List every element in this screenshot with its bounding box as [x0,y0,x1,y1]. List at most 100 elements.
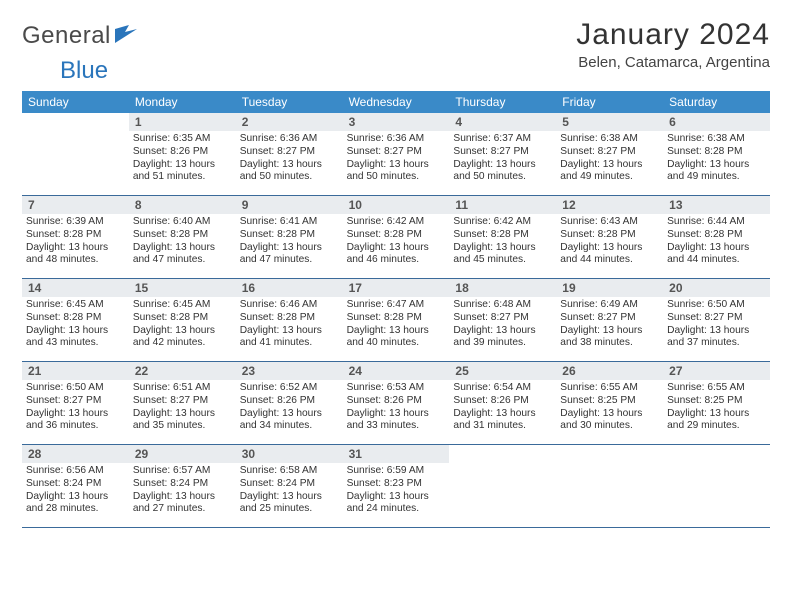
day-number: 14 [22,279,129,297]
daylight2-line: and 49 minutes. [560,171,659,184]
daylight1-line: Daylight: 13 hours [26,325,125,338]
day-body: Sunrise: 6:37 AMSunset: 8:27 PMDaylight:… [449,131,556,188]
sunset-line: Sunset: 8:23 PM [347,478,446,491]
week-row: 28Sunrise: 6:56 AMSunset: 8:24 PMDayligh… [22,445,770,528]
sunrise-line: Sunrise: 6:46 AM [240,299,339,312]
day-number: 7 [22,196,129,214]
sunset-line: Sunset: 8:24 PM [26,478,125,491]
sunrise-line: Sunrise: 6:55 AM [667,382,766,395]
sunrise-line: Sunrise: 6:45 AM [133,299,232,312]
day-cell: 24Sunrise: 6:53 AMSunset: 8:26 PMDayligh… [343,362,450,444]
daylight2-line: and 40 minutes. [347,337,446,350]
sunrise-line: Sunrise: 6:57 AM [133,465,232,478]
sunset-line: Sunset: 8:28 PM [347,229,446,242]
daylight2-line: and 41 minutes. [240,337,339,350]
day-body: Sunrise: 6:51 AMSunset: 8:27 PMDaylight:… [129,380,236,437]
daylight2-line: and 45 minutes. [453,254,552,267]
day-body: Sunrise: 6:56 AMSunset: 8:24 PMDaylight:… [22,463,129,520]
day-body: Sunrise: 6:46 AMSunset: 8:28 PMDaylight:… [236,297,343,354]
sunrise-line: Sunrise: 6:42 AM [453,216,552,229]
day-cell: 18Sunrise: 6:48 AMSunset: 8:27 PMDayligh… [449,279,556,361]
sunset-line: Sunset: 8:26 PM [240,395,339,408]
day-body: Sunrise: 6:45 AMSunset: 8:28 PMDaylight:… [129,297,236,354]
sunset-line: Sunset: 8:25 PM [560,395,659,408]
sunset-line: Sunset: 8:25 PM [667,395,766,408]
day-body: Sunrise: 6:38 AMSunset: 8:28 PMDaylight:… [663,131,770,188]
week-row: 21Sunrise: 6:50 AMSunset: 8:27 PMDayligh… [22,362,770,445]
day-number: 16 [236,279,343,297]
day-body: Sunrise: 6:44 AMSunset: 8:28 PMDaylight:… [663,214,770,271]
daylight1-line: Daylight: 13 hours [240,325,339,338]
daylight2-line: and 35 minutes. [133,420,232,433]
daylight1-line: Daylight: 13 hours [26,491,125,504]
day-cell: 6Sunrise: 6:38 AMSunset: 8:28 PMDaylight… [663,113,770,195]
day-cell: 2Sunrise: 6:36 AMSunset: 8:27 PMDaylight… [236,113,343,195]
daylight1-line: Daylight: 13 hours [240,159,339,172]
day-number: 27 [663,362,770,380]
day-body: Sunrise: 6:59 AMSunset: 8:23 PMDaylight:… [343,463,450,520]
day-number: 8 [129,196,236,214]
day-cell: 29Sunrise: 6:57 AMSunset: 8:24 PMDayligh… [129,445,236,527]
daylight2-line: and 29 minutes. [667,420,766,433]
day-body: Sunrise: 6:36 AMSunset: 8:27 PMDaylight:… [236,131,343,188]
day-body: Sunrise: 6:48 AMSunset: 8:27 PMDaylight:… [449,297,556,354]
daylight2-line: and 30 minutes. [560,420,659,433]
sunset-line: Sunset: 8:27 PM [453,312,552,325]
weeks-container: 1Sunrise: 6:35 AMSunset: 8:26 PMDaylight… [22,113,770,528]
day-body: Sunrise: 6:36 AMSunset: 8:27 PMDaylight:… [343,131,450,188]
sunset-line: Sunset: 8:27 PM [133,395,232,408]
sunrise-line: Sunrise: 6:44 AM [667,216,766,229]
day-body: Sunrise: 6:35 AMSunset: 8:26 PMDaylight:… [129,131,236,188]
sunset-line: Sunset: 8:28 PM [453,229,552,242]
daylight1-line: Daylight: 13 hours [26,408,125,421]
weekday-sunday: Sunday [22,91,129,113]
sunrise-line: Sunrise: 6:53 AM [347,382,446,395]
daylight2-line: and 50 minutes. [453,171,552,184]
day-cell: 22Sunrise: 6:51 AMSunset: 8:27 PMDayligh… [129,362,236,444]
day-number: 11 [449,196,556,214]
sunrise-line: Sunrise: 6:58 AM [240,465,339,478]
daylight1-line: Daylight: 13 hours [347,408,446,421]
sunset-line: Sunset: 8:28 PM [347,312,446,325]
day-number: 22 [129,362,236,380]
daylight2-line: and 43 minutes. [26,337,125,350]
day-cell: 4Sunrise: 6:37 AMSunset: 8:27 PMDaylight… [449,113,556,195]
daylight1-line: Daylight: 13 hours [347,159,446,172]
daylight1-line: Daylight: 13 hours [133,159,232,172]
sunset-line: Sunset: 8:28 PM [26,229,125,242]
daylight2-line: and 47 minutes. [240,254,339,267]
day-cell: 23Sunrise: 6:52 AMSunset: 8:26 PMDayligh… [236,362,343,444]
day-cell: 9Sunrise: 6:41 AMSunset: 8:28 PMDaylight… [236,196,343,278]
calendar-grid: Sunday Monday Tuesday Wednesday Thursday… [22,91,770,528]
sunset-line: Sunset: 8:28 PM [133,229,232,242]
daylight1-line: Daylight: 13 hours [133,491,232,504]
sunset-line: Sunset: 8:26 PM [453,395,552,408]
day-body: Sunrise: 6:49 AMSunset: 8:27 PMDaylight:… [556,297,663,354]
sunrise-line: Sunrise: 6:56 AM [26,465,125,478]
daylight2-line: and 39 minutes. [453,337,552,350]
day-cell: 12Sunrise: 6:43 AMSunset: 8:28 PMDayligh… [556,196,663,278]
daylight2-line: and 24 minutes. [347,503,446,516]
daylight2-line: and 50 minutes. [347,171,446,184]
day-number: 21 [22,362,129,380]
daylight1-line: Daylight: 13 hours [560,242,659,255]
daylight2-line: and 44 minutes. [667,254,766,267]
day-number: 12 [556,196,663,214]
day-number [449,445,556,449]
sunset-line: Sunset: 8:28 PM [560,229,659,242]
sunset-line: Sunset: 8:28 PM [240,312,339,325]
day-number: 17 [343,279,450,297]
sunrise-line: Sunrise: 6:47 AM [347,299,446,312]
day-body: Sunrise: 6:41 AMSunset: 8:28 PMDaylight:… [236,214,343,271]
weekday-friday: Friday [556,91,663,113]
day-number [556,445,663,449]
day-body: Sunrise: 6:40 AMSunset: 8:28 PMDaylight:… [129,214,236,271]
daylight2-line: and 44 minutes. [560,254,659,267]
daylight2-line: and 31 minutes. [453,420,552,433]
week-row: 14Sunrise: 6:45 AMSunset: 8:28 PMDayligh… [22,279,770,362]
daylight2-line: and 46 minutes. [347,254,446,267]
sunset-line: Sunset: 8:27 PM [667,312,766,325]
day-cell: 20Sunrise: 6:50 AMSunset: 8:27 PMDayligh… [663,279,770,361]
sunrise-line: Sunrise: 6:55 AM [560,382,659,395]
daylight1-line: Daylight: 13 hours [347,242,446,255]
